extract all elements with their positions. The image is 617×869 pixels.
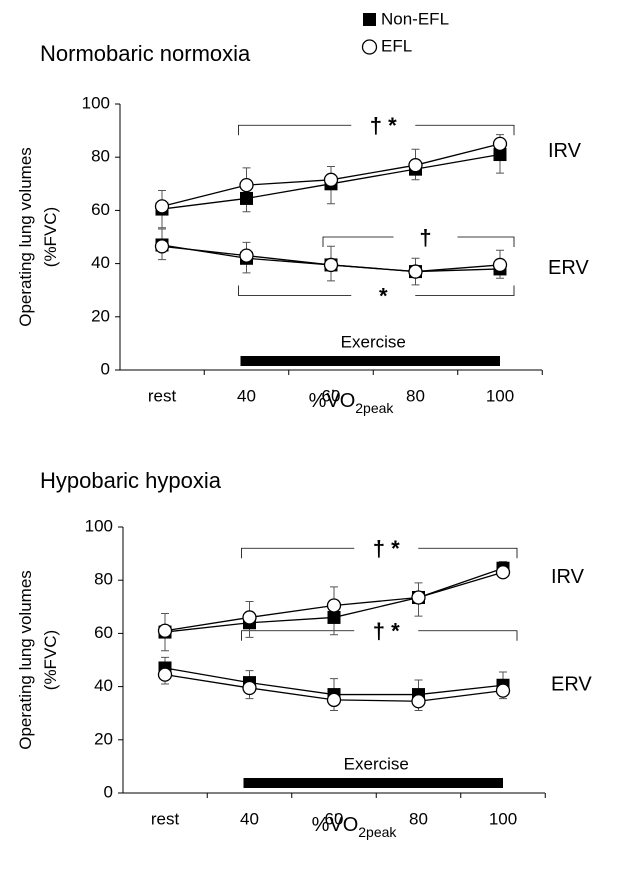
x-tick-label: 40 xyxy=(237,386,256,405)
y-tick-label: 100 xyxy=(85,516,113,535)
marker-circle xyxy=(242,680,257,696)
y-tick-label: 40 xyxy=(91,253,110,272)
exercise-bar xyxy=(243,778,503,788)
x-axis-label-sub: 2peak xyxy=(355,400,394,416)
marker-circle xyxy=(495,565,511,580)
y-tick-label: 80 xyxy=(94,570,113,589)
chart-title: Hypobaric hypoxia xyxy=(40,468,222,493)
marker-circle xyxy=(157,667,173,682)
marker-circle xyxy=(154,239,170,254)
marker-circle xyxy=(495,683,511,698)
y-tick-label: 60 xyxy=(91,200,110,219)
significance-bracket xyxy=(241,630,518,641)
marker-circle xyxy=(411,590,426,605)
y-axis-label-line: (%FVC) xyxy=(41,207,60,267)
curve-label: ERV xyxy=(551,674,592,696)
x-tick-label: 80 xyxy=(406,386,425,405)
x-axis-label-main: %V̇O xyxy=(309,390,356,412)
significance-bracket xyxy=(238,285,515,296)
marker-circle xyxy=(239,177,254,193)
x-axis-label-main: %V̇O xyxy=(312,814,359,836)
significance-bracket xyxy=(241,547,518,559)
significance-label: † xyxy=(419,225,431,250)
marker-circle xyxy=(323,172,339,187)
exercise-label: Exercise xyxy=(341,332,406,351)
significance-bracket xyxy=(322,236,515,247)
significance-label: * xyxy=(379,283,388,308)
x-tick-label: 60 xyxy=(322,386,341,405)
y-tick-label: 0 xyxy=(101,359,110,378)
marker-square xyxy=(327,610,341,624)
y-tick-label: 20 xyxy=(91,306,110,325)
curve-label: IRV xyxy=(548,140,582,162)
x-tick-label: 40 xyxy=(240,809,259,828)
chart-title: Normobaric normoxia xyxy=(40,41,251,66)
legend-marker-square xyxy=(363,13,376,26)
significance-label: † * xyxy=(370,113,397,138)
x-tick-label: 100 xyxy=(486,386,514,405)
x-tick-label: 80 xyxy=(409,809,428,828)
y-axis-label: Operating lung volumes (%FVC) xyxy=(16,570,60,750)
y-tick-label: 60 xyxy=(94,623,113,642)
x-tick-label: rest xyxy=(151,809,180,828)
y-axis-label-line: (%FVC) xyxy=(41,630,60,690)
y-axis-label-line: Operating lung volumes xyxy=(16,570,35,750)
marker-circle xyxy=(326,598,342,613)
significance-label: † * xyxy=(373,536,400,561)
exercise-label: Exercise xyxy=(344,754,409,773)
marker-circle xyxy=(242,610,257,625)
marker-circle xyxy=(157,623,173,638)
legend-label: EFL xyxy=(381,36,412,55)
legend-marker-circle xyxy=(361,39,378,55)
significance-label: † * xyxy=(373,619,400,644)
marker-circle xyxy=(326,692,342,708)
x-tick-label: 60 xyxy=(325,809,344,828)
legend-label: Non-EFL xyxy=(381,9,449,28)
marker-circle xyxy=(154,199,170,214)
y-tick-label: 40 xyxy=(94,676,113,695)
marker-square xyxy=(240,191,253,205)
marker-circle xyxy=(411,694,426,709)
exercise-bar xyxy=(240,356,500,366)
marker-circle xyxy=(408,264,423,279)
marker-circle xyxy=(408,158,423,173)
curve-label: ERV xyxy=(548,257,589,279)
significance-bracket xyxy=(238,124,515,136)
x-tick-label: rest xyxy=(148,386,177,405)
x-axis-label: %V̇O2peak xyxy=(312,814,398,839)
x-axis-label: %V̇O2peak xyxy=(309,390,395,415)
y-tick-label: 100 xyxy=(82,93,110,112)
x-tick-label: 100 xyxy=(489,809,517,828)
x-axis-label-sub: 2peak xyxy=(358,824,397,840)
y-tick-label: 20 xyxy=(94,729,113,748)
marker-circle xyxy=(323,257,339,273)
y-tick-label: 0 xyxy=(104,782,113,801)
marker-circle xyxy=(239,248,254,263)
curve-label: IRV xyxy=(551,566,585,588)
y-axis-label: Operating lung volumes (%FVC) xyxy=(16,147,60,327)
marker-circle xyxy=(492,257,508,273)
marker-circle xyxy=(492,136,508,152)
y-axis-label-line: Operating lung volumes xyxy=(16,147,35,327)
y-tick-label: 80 xyxy=(91,147,110,166)
